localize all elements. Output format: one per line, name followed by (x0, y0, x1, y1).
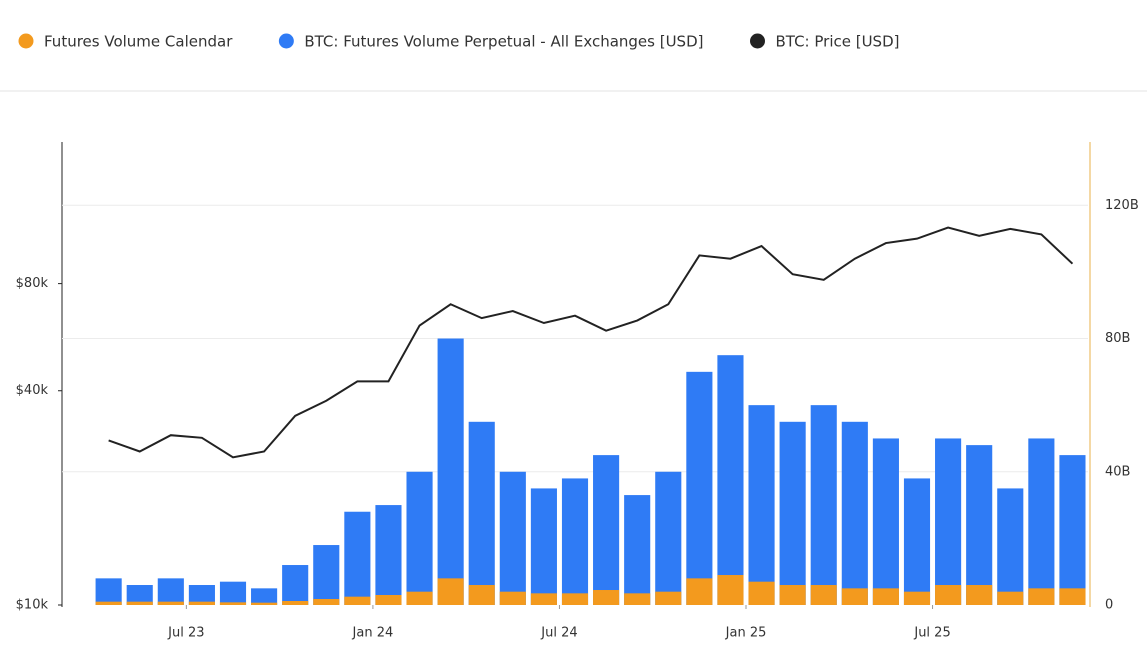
bar (219, 581, 247, 605)
legend-marker (18, 33, 34, 49)
bar (841, 588, 868, 605)
bar (344, 511, 371, 605)
bar (1028, 588, 1055, 605)
bar (686, 371, 713, 605)
bar (437, 578, 464, 605)
bar (406, 591, 433, 605)
bar (468, 421, 495, 605)
bar (375, 595, 402, 605)
bar (437, 338, 464, 605)
bar (1028, 438, 1055, 605)
bar (499, 591, 526, 605)
bar (219, 602, 247, 605)
bar (717, 575, 744, 605)
bar (313, 599, 340, 605)
bar (126, 601, 153, 605)
bar (966, 445, 993, 605)
legend-marker (750, 33, 765, 49)
price-line (108, 226, 1074, 459)
bar (251, 588, 278, 605)
bar (655, 591, 682, 605)
legend: Futures Volume Calendar BTC: Futures Volu… (18, 33, 900, 51)
bar (966, 585, 993, 605)
bar (655, 471, 682, 605)
bar (251, 602, 278, 605)
bar (810, 405, 837, 605)
bar (810, 585, 837, 605)
bar (530, 593, 557, 605)
bar (468, 585, 495, 605)
bar (935, 585, 962, 605)
legend-label: BTC: Futures Volume Perpetual - All Exch… (304, 33, 703, 51)
bar (313, 545, 340, 605)
bar (997, 591, 1024, 605)
legend-marker (278, 33, 294, 49)
bar (841, 421, 868, 605)
y2-tick-label: 120B (1105, 198, 1139, 213)
y2-tick-label: 0 (1105, 598, 1113, 613)
bar (748, 405, 775, 605)
bar (530, 488, 557, 605)
bar (872, 438, 899, 605)
bar (624, 495, 651, 605)
bar (126, 585, 153, 605)
bar (593, 590, 620, 605)
x-tick-label: Jul 23 (167, 626, 204, 641)
bar (157, 578, 184, 605)
bar (499, 471, 526, 605)
bar (903, 591, 931, 605)
bar (997, 488, 1024, 605)
bar (779, 421, 806, 605)
legend-label: BTC: Price [USD] (776, 33, 900, 51)
bar (561, 478, 589, 605)
y2-tick-label: 40B (1105, 464, 1130, 479)
bar (344, 596, 371, 605)
bar (903, 478, 931, 605)
bar (282, 601, 309, 605)
bar (188, 585, 215, 605)
y-tick-label: $80k (16, 276, 49, 291)
bar (95, 601, 122, 605)
x-tick-label: Jul 25 (913, 626, 950, 641)
bar (1059, 455, 1086, 605)
x-tick-label: Jan 24 (352, 626, 394, 641)
bar (1059, 588, 1086, 605)
y-tick-label: $40k (16, 383, 49, 398)
bar (686, 578, 713, 605)
y-tick-label: $10k (16, 598, 49, 613)
x-tick-label: Jul 24 (540, 626, 577, 641)
bar (717, 355, 744, 605)
y2-tick-label: 80B (1105, 331, 1130, 346)
legend-label: Futures Volume Calendar (44, 33, 233, 51)
bar (188, 601, 215, 605)
bar (95, 578, 122, 605)
bar (935, 438, 962, 605)
x-tick-label: Jan 25 (725, 626, 767, 641)
bar (593, 455, 620, 605)
bar (406, 471, 433, 605)
bar (872, 588, 899, 605)
bar (748, 581, 775, 605)
bar (157, 601, 184, 605)
bar (779, 585, 806, 605)
bar (624, 593, 651, 605)
bar (561, 593, 589, 605)
bar (282, 565, 309, 605)
bar (375, 505, 402, 605)
